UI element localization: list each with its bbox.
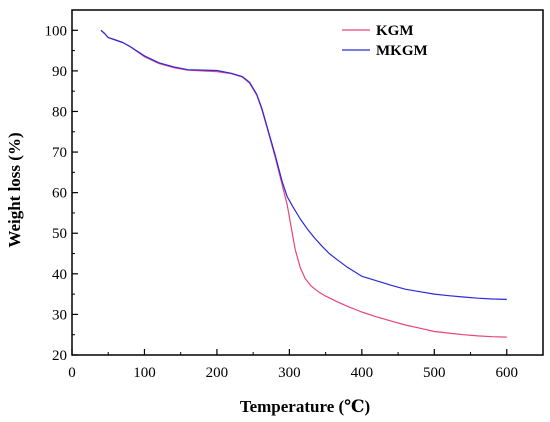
series-line-kgm — [100, 29, 507, 338]
y-tick-label: 40 — [52, 267, 67, 283]
legend-label-kgm: KGM — [376, 23, 414, 39]
x-tick-label: 200 — [206, 365, 229, 381]
y-tick-label: 30 — [52, 307, 67, 323]
axes: 0 100 200 300 400 500 600 20 30 40 50 60 70 80 90 100 — [45, 9, 544, 381]
x-tick-label: 600 — [496, 365, 519, 381]
y-tick-label: 50 — [52, 226, 67, 242]
y-tick-label: 100 — [45, 23, 68, 39]
x-tick-label: 100 — [133, 365, 156, 381]
x-axis-title: Temperature (℃) — [240, 397, 370, 416]
legend-label-mkgm: MKGM — [376, 43, 428, 59]
x-tick-label: 400 — [351, 365, 374, 381]
y-tick-label: 20 — [52, 348, 67, 364]
series-line-mkgm — [100, 29, 507, 300]
x-tick-label: 500 — [423, 365, 446, 381]
y-tick-label: 80 — [52, 104, 67, 120]
y-axis-title: Weight loss (%) — [5, 132, 24, 247]
plot-frame — [71, 9, 544, 356]
y-tick-label: 90 — [52, 64, 67, 80]
x-tick-label: 300 — [278, 365, 301, 381]
plot-layer — [100, 29, 507, 338]
y-tick-label: 60 — [52, 186, 67, 202]
legend: KGM MKGM — [342, 23, 428, 59]
y-tick-label: 70 — [52, 145, 67, 161]
x-tick-label: 0 — [68, 365, 76, 381]
